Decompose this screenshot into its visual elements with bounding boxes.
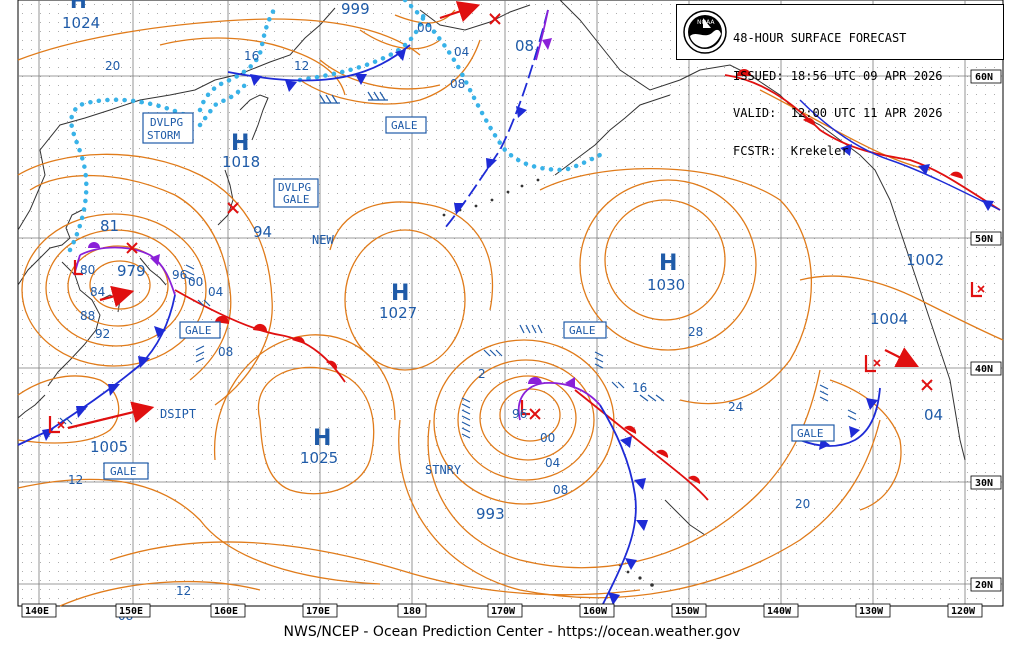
- issued-time: ISSUED: 18:56 UTC 09 APR 2026: [733, 68, 943, 83]
- isobar-label: 140E: [25, 606, 49, 617]
- isobar-label: 04: [454, 45, 469, 59]
- longitude-labels: 140E 150E 160E 170E 180 170W 160W 150W 1…: [21, 603, 983, 618]
- isobar-label: 08: [450, 77, 465, 91]
- center-value: 999: [341, 0, 370, 18]
- high-symbol: H: [659, 251, 677, 276]
- isobar-label: 92: [95, 327, 110, 341]
- isobar-label: 160W: [583, 606, 608, 617]
- warm-fronts: [174, 69, 1001, 501]
- isobar-label: 88: [80, 309, 95, 323]
- plain-labels: NEW DSIPT STNRY: [160, 233, 462, 477]
- center-value: 1018: [222, 153, 260, 171]
- isobar-label: 140W: [767, 606, 792, 617]
- isobar-label: 08: [218, 345, 233, 359]
- center-value: 1030: [647, 276, 685, 294]
- isobar-label: 12: [294, 59, 309, 73]
- isobar-label: 60N: [975, 72, 993, 83]
- center-value: 04: [924, 406, 943, 424]
- isobar-label: 180: [403, 606, 421, 617]
- forecaster: FCSTR: Krekeler: [733, 143, 849, 158]
- isobar-label: 20: [105, 59, 120, 73]
- boxed-labels: DVLPG STORM DVLPG GALE GALE GALE GALE GA…: [103, 112, 835, 480]
- isobar-label: 00: [540, 431, 555, 445]
- gale-label: GALE: [391, 119, 418, 132]
- label-stnry: STNRY: [425, 463, 462, 477]
- center-value: 1027: [379, 304, 417, 322]
- graticule: [18, 0, 1003, 606]
- low-center-crosses: [126, 13, 933, 420]
- isobar-label: 04: [208, 285, 223, 299]
- isobar-label: 160E: [214, 606, 238, 617]
- isobar-label: 16: [632, 381, 647, 395]
- isobar-label: 40N: [975, 364, 993, 375]
- cold-fronts: [17, 9, 1001, 611]
- gale-label: GALE: [797, 427, 824, 440]
- label-dvlpg-gale-2: GALE: [283, 193, 310, 206]
- center-value: 1005: [90, 438, 128, 456]
- isobar-label: 08: [553, 483, 568, 497]
- isobar-label: 00: [188, 275, 203, 289]
- isobar-label: 170E: [306, 606, 330, 617]
- forecast-title: 48-HOUR SURFACE FORECAST: [733, 31, 907, 45]
- isobars: [17, 9, 1004, 607]
- wind-barbs: [59, 91, 857, 439]
- label-new: NEW: [312, 233, 334, 247]
- center-value: 993: [476, 505, 505, 523]
- gale-label: GALE: [185, 324, 212, 337]
- high-symbol: H: [231, 131, 249, 156]
- noaa-logo-icon: NOAA: [683, 10, 727, 54]
- isobar-label: 30N: [975, 478, 993, 489]
- small-crosses: [57, 285, 985, 429]
- isobar-label: 120W: [951, 606, 976, 617]
- center-value: 1024: [62, 14, 100, 32]
- isobar-label: 20N: [975, 580, 993, 591]
- isobar-label: 20: [795, 497, 810, 511]
- isobar-label: 150E: [119, 606, 143, 617]
- latitude-labels: 60N 50N 40N 30N 20N: [970, 69, 1002, 592]
- center-value: 81: [100, 217, 119, 235]
- high-symbol: H: [313, 426, 331, 451]
- pressure-centers: H 1024 H 1018 H 1027 H 1030 H 1025 979 1…: [62, 0, 944, 523]
- valid-time: VALID: 12:00 UTC 11 APR 2026: [733, 106, 943, 120]
- center-value: 08: [515, 37, 534, 55]
- forecast-header: NOAA 48-HOUR SURFACE FORECAST ISSUED: 18…: [676, 4, 1004, 157]
- logo-text: NOAA: [697, 19, 715, 26]
- isobar-label: 50N: [975, 234, 993, 245]
- label-dsipt: DSIPT: [160, 407, 196, 421]
- gale-label: GALE: [110, 465, 137, 478]
- isobar-label: 00: [417, 21, 432, 35]
- label-dvlpg-storm-2: STORM: [147, 129, 180, 142]
- isobar-label: 130W: [859, 606, 884, 617]
- label-dvlpg-gale-1: DVLPG: [278, 181, 311, 194]
- footer-credit: NWS/NCEP - Ocean Prediction Center - htt…: [283, 624, 741, 640]
- isobar-label: 28: [688, 325, 703, 339]
- high-symbol: H: [391, 281, 409, 306]
- ice-edges: [67, 0, 603, 253]
- center-value: 1002: [906, 251, 944, 269]
- high-symbol: H: [70, 0, 87, 13]
- occluded-fronts: [73, 9, 601, 421]
- isobar-label: 04: [545, 456, 560, 470]
- isobar-label: 12: [176, 584, 191, 598]
- label-dvlpg-storm-1: DVLPG: [150, 116, 183, 129]
- center-value: 1025: [300, 449, 338, 467]
- isobar-label: 150W: [675, 606, 700, 617]
- isobar-label: 170W: [491, 606, 516, 617]
- center-value: 94: [253, 223, 272, 241]
- isobar-label: 2: [478, 367, 486, 381]
- isobar-label: 96: [172, 268, 187, 282]
- low-symbols: [48, 260, 982, 434]
- movement-arrows: [67, 1, 919, 430]
- isobar-label: 96: [512, 407, 527, 421]
- center-value: 979: [117, 262, 146, 280]
- isobar-label: 80: [80, 263, 95, 277]
- isobar-label: 24: [728, 400, 743, 414]
- center-value: 1004: [870, 310, 908, 328]
- isobar-label: 84: [90, 285, 105, 299]
- isobar-label: 12: [68, 473, 83, 487]
- gale-label: GALE: [569, 324, 596, 337]
- isobar-label: 16: [244, 49, 259, 63]
